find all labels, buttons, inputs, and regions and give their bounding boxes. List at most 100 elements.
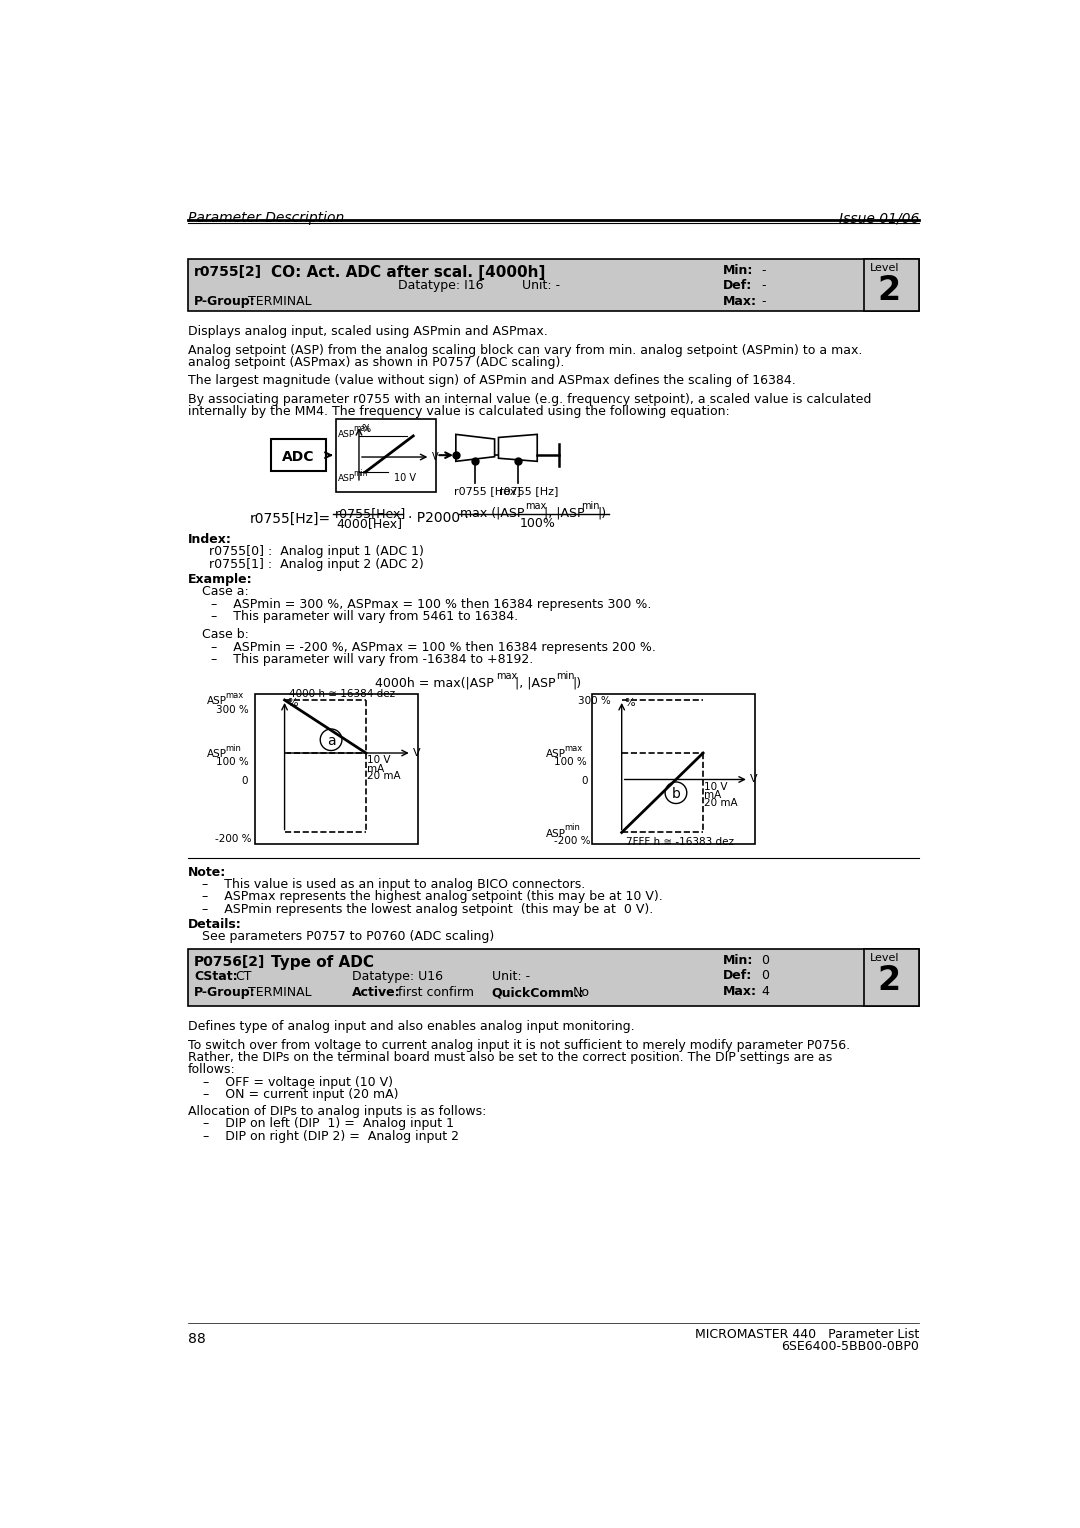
Text: Note:: Note: [188,865,226,879]
Text: Datatype: I16: Datatype: I16 [399,278,484,292]
Text: 2: 2 [877,274,901,307]
Text: internally by the MM4. The frequency value is calculated using the following equ: internally by the MM4. The frequency val… [188,405,729,419]
Text: 2: 2 [877,964,901,998]
Text: Parameter Description: Parameter Description [188,211,343,225]
Text: Def:: Def: [723,278,752,292]
Bar [592,694,755,843]
Text: –    OFF = voltage input (10 V): – OFF = voltage input (10 V) [203,1076,393,1089]
Text: By associating parameter r0755 with an internal value (e.g. frequency setpoint),: By associating parameter r0755 with an i… [188,393,872,406]
Text: Example:: Example: [188,573,253,585]
Text: min: min [353,469,367,477]
Bar [188,258,919,312]
Text: –    ON = current input (20 mA): – ON = current input (20 mA) [203,1088,399,1102]
Text: %: % [287,698,297,709]
Text: P0756[2]: P0756[2] [194,955,266,969]
Text: ASP: ASP [545,828,566,839]
Text: 300 %: 300 % [578,697,611,706]
Text: Type of ADC: Type of ADC [271,955,375,970]
Text: Max:: Max: [723,986,756,998]
Text: V: V [414,747,421,758]
Text: analog setpoint (ASPmax) as shown in P0757 (ADC scaling).: analog setpoint (ASPmax) as shown in P07… [188,356,564,368]
Text: –    This value is used as an input to analog BICO connectors.: – This value is used as an input to anal… [202,879,585,891]
Text: Level: Level [869,263,900,272]
Text: P-Group:: P-Group: [194,295,256,309]
Text: P-Group:: P-Group: [194,987,256,999]
Text: 20 mA: 20 mA [367,772,401,781]
Text: 0: 0 [241,776,247,785]
Text: ASP: ASP [545,749,566,759]
Bar [188,949,919,1007]
Polygon shape [456,434,495,461]
Text: –    ASPmin = 300 %, ASPmax = 100 % then 16384 represents 300 %.: – ASPmin = 300 %, ASPmax = 100 % then 16… [211,597,651,611]
Text: 4000 h ≅ 16384 dez: 4000 h ≅ 16384 dez [289,689,395,700]
Text: 4: 4 [761,986,769,998]
Text: 0: 0 [761,969,769,983]
Circle shape [665,782,687,804]
Text: Datatype: U16: Datatype: U16 [352,970,443,983]
Text: max: max [526,501,546,510]
Text: –    DIP on left (DIP  1) =  Analog input 1: – DIP on left (DIP 1) = Analog input 1 [203,1117,455,1131]
Text: MICROMASTER 440   Parameter List: MICROMASTER 440 Parameter List [696,1328,919,1340]
Text: Active:: Active: [352,987,401,999]
Text: 10 V: 10 V [394,472,416,483]
Text: mA: mA [367,764,384,773]
Text: -200 %: -200 % [554,836,590,845]
Text: follows:: follows: [188,1063,235,1076]
Circle shape [321,729,342,750]
Text: Case a:: Case a: [202,585,248,599]
Text: max: max [226,691,244,700]
Text: Def:: Def: [723,969,752,983]
Text: 88: 88 [188,1332,205,1346]
Text: To switch over from voltage to current analog input it is not sufficient to mere: To switch over from voltage to current a… [188,1039,850,1051]
Text: b: b [672,787,680,801]
Text: 7FFF h ≅ -16383 dez: 7FFF h ≅ -16383 dez [625,837,733,847]
Text: CO: Act. ADC after scal. [4000h]: CO: Act. ADC after scal. [4000h] [271,264,545,280]
Text: 4000[Hex]: 4000[Hex] [337,516,403,530]
Text: 20 mA: 20 mA [704,798,738,808]
Text: –    ASPmin = -200 %, ASPmax = 100 % then 16384 represents 200 %.: – ASPmin = -200 %, ASPmax = 100 % then 1… [211,640,656,654]
Bar [864,258,919,312]
Text: ASP: ASP [207,697,227,706]
Text: 100 %: 100 % [216,756,249,767]
Text: max: max [496,671,517,681]
Text: r0755[0] :  Analog input 1 (ADC 1): r0755[0] : Analog input 1 (ADC 1) [210,545,424,558]
Text: –    DIP on right (DIP 2) =  Analog input 2: – DIP on right (DIP 2) = Analog input 2 [203,1129,459,1143]
Text: min: min [581,501,599,510]
Text: Min:: Min: [723,953,753,967]
Text: r0755 [Hex]: r0755 [Hex] [454,486,521,497]
Bar [336,419,436,492]
Text: 100%: 100% [519,516,555,530]
Text: 6SE6400-5BB00-0BP0: 6SE6400-5BB00-0BP0 [782,1340,919,1352]
Text: Details:: Details: [188,918,242,931]
Text: min: min [556,671,576,681]
Text: · P2000 ·: · P2000 · [408,512,469,526]
Text: TERMINAL: TERMINAL [248,295,312,309]
Text: Max:: Max: [723,295,756,309]
Text: 100 %: 100 % [554,756,586,767]
Text: QuickComm.:: QuickComm.: [491,987,584,999]
Text: ASP: ASP [207,749,227,759]
Text: a: a [327,733,336,747]
Text: See parameters P0757 to P0760 (ADC scaling): See parameters P0757 to P0760 (ADC scali… [202,931,494,943]
Text: –    This parameter will vary from 5461 to 16384.: – This parameter will vary from 5461 to … [211,610,518,623]
Text: TERMINAL: TERMINAL [248,987,312,999]
Text: mA: mA [704,790,721,801]
Text: 300 %: 300 % [216,704,249,715]
Text: Allocation of DIPs to analog inputs is as follows:: Allocation of DIPs to analog inputs is a… [188,1105,486,1118]
Text: Unit: -: Unit: - [491,970,529,983]
Text: -: - [761,295,766,309]
Text: V: V [751,775,758,784]
Text: CT: CT [235,970,253,983]
Text: Level: Level [869,952,900,963]
Text: %: % [624,698,635,709]
Text: 10 V: 10 V [704,782,727,792]
Text: –    ASPmax represents the highest analog setpoint (this may be at 10 V).: – ASPmax represents the highest analog s… [202,891,662,903]
Polygon shape [499,434,537,461]
Text: max: max [565,744,582,753]
Text: min: min [226,744,242,753]
Text: 4000h = max(|ASP: 4000h = max(|ASP [375,677,494,691]
Text: first confirm: first confirm [399,987,474,999]
Text: max (|ASP: max (|ASP [460,507,525,520]
Text: r0755[1] :  Analog input 2 (ADC 2): r0755[1] : Analog input 2 (ADC 2) [210,558,424,570]
Text: -: - [761,278,766,292]
